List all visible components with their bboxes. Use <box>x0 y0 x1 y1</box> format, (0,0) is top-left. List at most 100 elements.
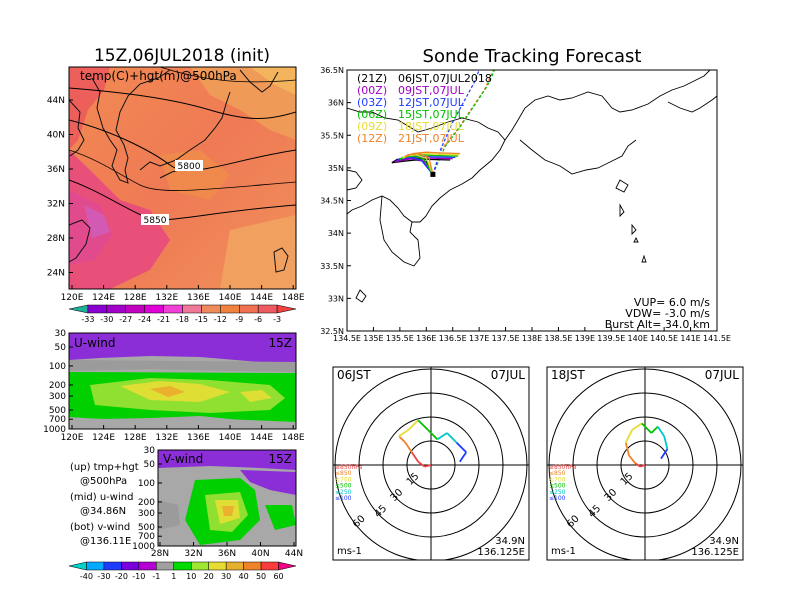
legend-code: (06Z) <box>357 108 387 121</box>
hodograph-level-label: ≥850hPa <box>335 464 363 471</box>
hodograph-segment <box>624 429 634 444</box>
vwind-lat-label: 28N <box>151 549 169 559</box>
map-lat-label: 40N <box>47 131 65 141</box>
main-title: Sonde Tracking Forecast <box>423 46 642 67</box>
hodograph-plot <box>547 367 743 560</box>
wind-colorbar-cell <box>121 561 140 571</box>
hodograph-ring-label: 60 <box>565 513 582 530</box>
pressure-label: 30 <box>55 329 67 339</box>
map-lat-label: 24N <box>47 269 65 279</box>
pressure-label: 50 <box>144 460 156 470</box>
temp-colorbar-cell <box>220 304 240 314</box>
main-lon-label: 135.5E <box>386 334 414 343</box>
main-lat-label: 33N <box>328 294 344 303</box>
map-label: temp(C)+hgt(m)@500hPa <box>80 69 237 83</box>
wind-colorbar-label: -1 <box>152 572 160 581</box>
main-lon-label: 137E <box>469 334 489 343</box>
note-bot-line2: @136.11E <box>80 536 131 547</box>
wind-colorbar-cell <box>86 561 105 571</box>
launch-marker <box>430 171 436 177</box>
hodograph-segment <box>657 426 665 437</box>
hodograph-segment <box>650 425 659 434</box>
info-burst: Burst Alt= 34.0 km <box>605 318 710 331</box>
note-bot-line1: (bot) v-wind <box>70 522 130 533</box>
hodograph-segment <box>427 429 439 441</box>
temp-colorbar-cell <box>125 304 145 314</box>
contour-label-5850: 5850 <box>144 216 167 226</box>
hodograph-frame <box>546 366 744 561</box>
hodograph-date: 07JUL <box>491 368 526 382</box>
map-lon-label: 144E <box>250 293 273 303</box>
wind-colorbar-label: 10 <box>186 572 196 581</box>
temp-field <box>69 67 296 289</box>
vwind-lat-label: 40N <box>251 549 269 559</box>
wind-colorbar: -40 -30 -20 -10 -1 1 10 20 30 40 50 60 <box>68 561 297 581</box>
wind-colorbar-label: 1 <box>171 572 176 581</box>
hodograph-time: 06JST <box>337 368 371 382</box>
hodograph-plot <box>333 367 529 560</box>
uwind-lon-ticks: 120E 124E 128E 132E 136E 140E 144E 148E <box>61 425 305 443</box>
hodograph-segment <box>634 462 641 468</box>
map-frame <box>68 66 297 290</box>
wind-colorbar-label: 30 <box>221 572 231 581</box>
hodograph-lat: 34.9N <box>495 536 525 547</box>
main-lat-label: 35.5N <box>320 131 344 140</box>
pressure-label: 1000 <box>132 542 155 552</box>
tracking-map <box>347 70 717 331</box>
main-lon-ticks: 134.5E 135E 135.5E 136E 136.5E 137E 137.5E 138E… <box>333 327 731 343</box>
note-up-line2: @500hPa <box>80 476 127 487</box>
temp-colorbar-cell <box>68 304 89 314</box>
temp-colorbar-cell <box>87 304 108 314</box>
legend-text: 21JST,07JUL <box>398 132 465 145</box>
wind-colorbar-cell <box>138 561 157 571</box>
wind-colorbar-cell <box>208 561 227 571</box>
wind-colorbar-cell <box>173 561 192 571</box>
wind-colorbar-cell <box>156 561 175 571</box>
wind-colorbar-cell <box>260 561 279 571</box>
main-lon-label: 140E <box>628 334 648 343</box>
wind-colorbar-label: -10 <box>132 572 145 581</box>
wind-colorbar-label: 50 <box>256 572 266 581</box>
temp-colorbar-cell <box>276 304 297 314</box>
hodograph-segment <box>398 429 410 437</box>
uwind-lon-label: 136E <box>187 433 210 443</box>
vwind-lat-ticks: 28N 32N 36N 40N 44N <box>151 542 303 559</box>
wind-colorbar-label: -30 <box>97 572 110 581</box>
hodograph-segment <box>417 461 426 468</box>
pressure-label: 30 <box>144 446 156 456</box>
wind-colorbar-cell <box>103 561 122 571</box>
hodograph-level-label: ≤700 <box>549 476 566 483</box>
hodograph-level-label: ≤850 <box>335 470 352 477</box>
uwind-field <box>69 333 296 429</box>
main-lat-label: 35N <box>328 164 344 173</box>
hodograph-segment <box>424 464 432 468</box>
temp-colorbar-cell <box>182 304 202 314</box>
hodograph-segment <box>411 451 419 463</box>
vwind-lat-label: 44N <box>285 549 303 559</box>
hodograph-unit: ms-1 <box>551 546 576 557</box>
wind-colorbar-label: -20 <box>115 572 128 581</box>
wind-colorbar-cell <box>68 561 87 571</box>
legend-text: 12JST,07JUL <box>398 96 465 109</box>
legend-text: 09JST,07JUL <box>398 84 465 97</box>
main-lat-label: 32.5N <box>320 327 344 336</box>
wind-colorbar-cell <box>225 561 244 571</box>
hodograph-segment <box>407 419 419 431</box>
temp-colorbar-cell <box>257 304 278 314</box>
temp-colorbar: -33 -30 -27 -24 -21 -18 -15 -12 -9 -6 -3 <box>68 304 297 324</box>
hodograph-segment <box>639 464 646 468</box>
uwind-label: U-wind <box>74 336 115 350</box>
track-legend: (21Z) 06JST,07JUL2018 (00Z) 09JST,07JUL (03Z… <box>357 72 492 145</box>
uwind-frame <box>68 332 297 430</box>
wind-colorbar-label: 20 <box>204 572 214 581</box>
main-lat-label: 34N <box>328 229 344 238</box>
info-vdw: VDW= -3.0 m/s <box>625 307 710 320</box>
track-line <box>399 154 459 175</box>
temp-colorbar-cell <box>106 304 127 314</box>
temp-colorbar-label: -30 <box>100 315 113 324</box>
hodograph-ring-label: 45 <box>372 503 389 520</box>
main-lon-label: 139.5E <box>597 334 625 343</box>
hodograph-level-label: ≤100 <box>549 495 566 502</box>
